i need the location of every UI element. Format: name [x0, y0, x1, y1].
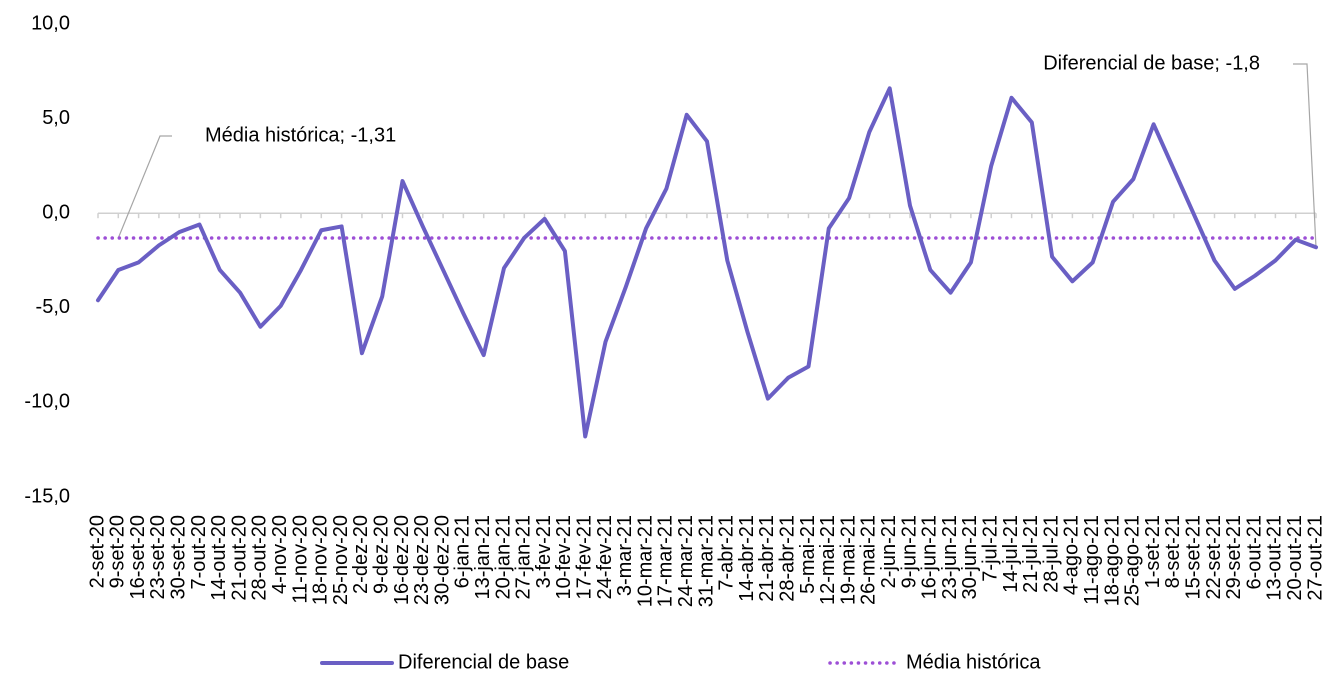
x-tick-label: 7-jul-21 [979, 515, 1001, 582]
x-tick-label: 27-jan-21 [513, 515, 535, 600]
x-tick-label: 23-set-20 [147, 515, 169, 600]
x-tick-label: 14-abr-21 [736, 515, 758, 602]
x-tick-label: 14-out-20 [208, 515, 230, 601]
x-tick-label: 16-jun-21 [919, 515, 941, 600]
x-tick-label: 17-fev-21 [573, 515, 595, 600]
legend-label: Média histórica [906, 651, 1041, 673]
y-tick-label: 5,0 [42, 107, 70, 129]
x-tick-label: 18-ago-21 [1101, 515, 1123, 606]
annotation: Diferencial de base; -1,8 [1043, 52, 1260, 74]
x-tick-label: 9-jun-21 [898, 515, 920, 588]
x-tick-label: 16-set-20 [127, 515, 149, 600]
x-tick-label: 1-set-21 [1142, 515, 1164, 588]
x-tick-label: 4-ago-21 [1061, 515, 1083, 595]
y-tick-label: 0,0 [42, 201, 70, 223]
x-tick-label: 28-abr-21 [776, 515, 798, 602]
x-tick-label: 13-jan-21 [472, 515, 494, 600]
x-tick-label: 27-out-21 [1304, 515, 1326, 601]
x-tick-label: 2-set-20 [86, 515, 108, 588]
x-tick-label: 26-mai-21 [858, 515, 880, 605]
x-tick-label: 30-dez-20 [431, 515, 453, 605]
annotation: Média histórica; -1,31 [205, 124, 396, 146]
x-tick-label: 4-nov-20 [269, 515, 291, 594]
x-tick-label: 25-ago-21 [1122, 515, 1144, 606]
y-tick-label: 10,0 [31, 12, 70, 34]
x-tick-label: 28-out-20 [249, 515, 271, 601]
x-tick-label: 23-dez-20 [411, 515, 433, 605]
x-tick-label: 21-jul-21 [1020, 515, 1042, 593]
y-tick-label: -5,0 [36, 296, 70, 318]
x-tick-label: 3-fev-21 [533, 515, 555, 588]
x-tick-label: 10-fev-21 [553, 515, 575, 600]
x-tick-label: 30-jun-21 [959, 515, 981, 600]
x-tick-label: 24-mar-21 [675, 515, 697, 607]
x-tick-label: 11-ago-21 [1081, 515, 1103, 605]
series-line [96, 86, 1318, 439]
x-tick-label: 10-mar-21 [634, 515, 656, 607]
x-tick-label: 17-mar-21 [655, 515, 677, 607]
annotation-leader [117, 135, 172, 239]
x-tick-label: 21-abr-21 [756, 515, 778, 602]
annotation-leader [1293, 63, 1317, 248]
x-tick-label: 25-nov-20 [330, 515, 352, 605]
x-tick-label: 29-set-21 [1223, 515, 1245, 600]
x-tick-label: 14-jul-21 [1000, 515, 1022, 593]
x-tick-label: 22-set-21 [1203, 515, 1225, 600]
x-tick-label: 12-mai-21 [817, 515, 839, 605]
y-tick-label: -10,0 [24, 391, 70, 413]
x-tick-label: 18-nov-20 [310, 515, 332, 605]
x-tick-label: 6-jan-21 [452, 515, 474, 588]
legend-label: Diferencial de base [398, 651, 569, 673]
x-tick-label: 2-jun-21 [878, 515, 900, 588]
x-tick-label: 6-out-21 [1243, 515, 1265, 590]
x-tick-label: 30-set-20 [167, 515, 189, 600]
x-tick-label: 20-out-21 [1284, 515, 1306, 601]
x-tick-label: 24-fev-21 [594, 515, 616, 600]
x-tick-label: 28-jul-21 [1040, 515, 1062, 593]
x-tick-label: 31-mar-21 [695, 515, 717, 607]
y-tick-label: -15,0 [24, 485, 70, 507]
x-tick-label: 9-dez-20 [370, 515, 392, 594]
x-tick-label: 13-out-21 [1264, 515, 1286, 601]
x-tick-label: 23-jun-21 [939, 515, 961, 600]
x-tick-label: 8-set-21 [1162, 515, 1184, 588]
x-tick-label: 15-set-21 [1182, 515, 1204, 600]
x-tick-label: 9-set-20 [107, 515, 129, 588]
x-tick-label: 3-mar-21 [614, 515, 636, 596]
x-tick-label: 11-nov-20 [289, 515, 311, 604]
x-tick-label: 20-jan-21 [492, 515, 514, 600]
x-tick-label: 21-out-20 [228, 515, 250, 601]
x-tick-label: 19-mai-21 [837, 515, 859, 605]
x-tick-label: 16-dez-20 [391, 515, 413, 605]
x-tick-label: 7-abr-21 [716, 515, 738, 591]
x-tick-label: 5-mai-21 [797, 515, 819, 594]
x-tick-label: 7-out-20 [188, 515, 210, 590]
x-tick-label: 2-dez-20 [350, 515, 372, 594]
